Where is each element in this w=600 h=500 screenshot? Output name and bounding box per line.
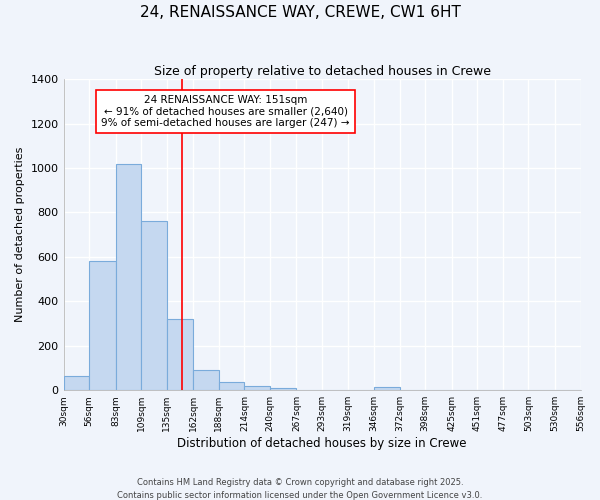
Text: Contains HM Land Registry data © Crown copyright and database right 2025.
Contai: Contains HM Land Registry data © Crown c… (118, 478, 482, 500)
Bar (116, 164, 141, 390)
Y-axis label: Number of detached properties: Number of detached properties (15, 147, 25, 322)
Text: 24, RENAISSANCE WAY, CREWE, CW1 6HT: 24, RENAISSANCE WAY, CREWE, CW1 6HT (140, 5, 460, 20)
Bar (89, 262, 116, 390)
Bar (141, 222, 167, 390)
Bar (270, 388, 296, 390)
Text: 24 RENAISSANCE WAY: 151sqm
← 91% of detached houses are smaller (2,640)
9% of se: 24 RENAISSANCE WAY: 151sqm ← 91% of deta… (101, 94, 350, 128)
Bar (374, 387, 400, 390)
Title: Size of property relative to detached houses in Crewe: Size of property relative to detached ho… (154, 65, 491, 78)
Bar (244, 386, 270, 390)
Bar (64, 376, 89, 390)
Bar (167, 319, 193, 390)
Bar (219, 382, 244, 390)
X-axis label: Distribution of detached houses by size in Crewe: Distribution of detached houses by size … (177, 437, 467, 450)
Bar (193, 370, 219, 390)
